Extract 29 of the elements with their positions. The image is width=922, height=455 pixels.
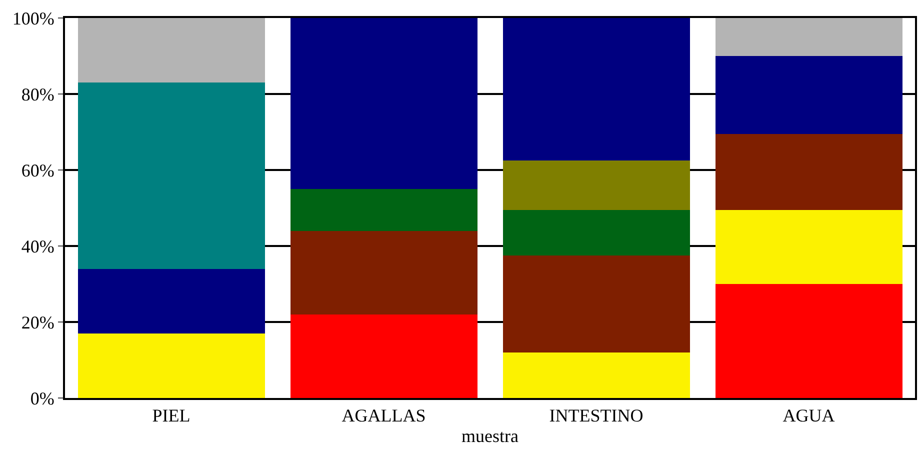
bar xyxy=(715,284,902,398)
bar xyxy=(502,18,690,160)
bar xyxy=(290,230,478,314)
y-tick-label: 80% xyxy=(21,84,54,104)
bar xyxy=(502,210,690,256)
bar xyxy=(715,18,902,56)
bar xyxy=(715,56,902,134)
bar xyxy=(502,352,690,398)
y-tick-label: 60% xyxy=(21,160,54,180)
y-tick-label: 20% xyxy=(21,312,54,332)
bar xyxy=(290,314,478,398)
x-tick-label: AGUA xyxy=(782,406,835,426)
y-tick-label: 0% xyxy=(30,388,54,408)
y-tick-label: 100% xyxy=(12,8,54,28)
bar xyxy=(290,18,478,189)
bar xyxy=(715,210,902,284)
x-tick-label: INTESTINO xyxy=(549,406,644,426)
bar xyxy=(78,333,265,398)
x-axis-title: muestra xyxy=(462,426,518,446)
x-tick-label: AGALLAS xyxy=(342,406,426,426)
bar xyxy=(78,268,265,334)
bar xyxy=(78,18,265,83)
bar xyxy=(78,82,265,269)
bar xyxy=(502,160,690,210)
x-tick-label: PIEL xyxy=(152,406,190,426)
bar xyxy=(290,189,478,231)
bar xyxy=(502,256,690,352)
y-tick-label: 40% xyxy=(21,236,54,256)
bar xyxy=(715,134,902,210)
